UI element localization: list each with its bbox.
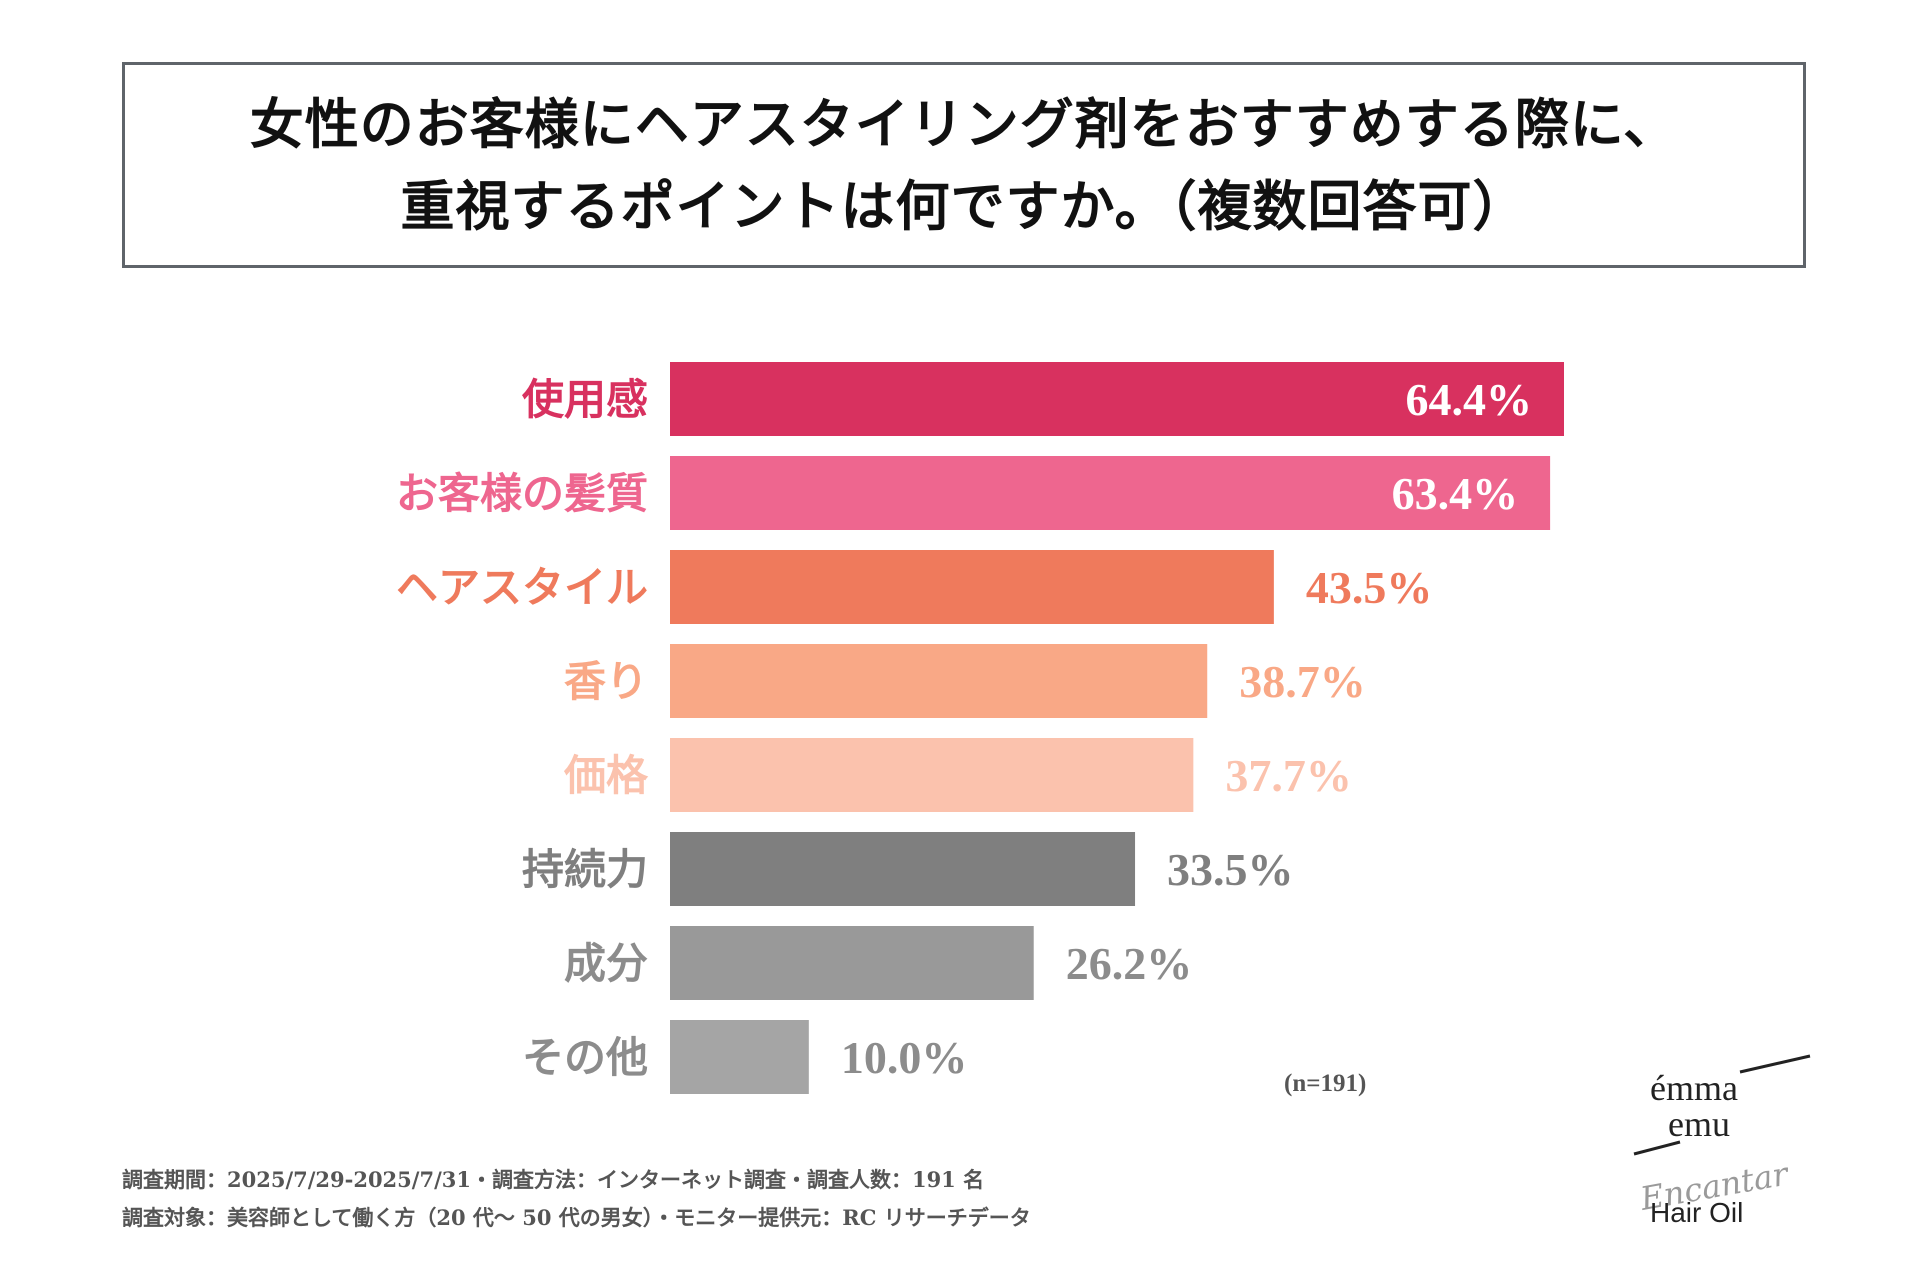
bar-chart: 使用感 64.4% お客様の髪質 63.4% ヘアスタイル 43.5% 香り 38.7% 価格 3… [396,362,1564,1097]
value-label-0: 64.4% [1406,374,1533,425]
brand-logo: émma emu Encantar Hair Oil [1633,1054,1811,1228]
value-label-3: 38.7% [1239,656,1366,707]
chart-title-box: 女性のお客様にヘアスタイリング剤をおすすめする際に、 重視するポイントは何ですか… [122,62,1806,268]
category-label-2: ヘアスタイル [396,563,648,612]
chart-title-line-1: 女性のお客様にヘアスタイリング剤をおすすめする際に、 [249,92,1679,156]
sample-size-note: (n=191) [1284,1070,1366,1097]
logo-emu: emu [1668,1104,1730,1144]
logo-hair-oil: Hair Oil [1650,1197,1743,1228]
bar-7 [670,1020,809,1094]
logo-stroke-bottom [1633,1140,1681,1156]
category-label-1: お客様の髪質 [396,469,648,518]
value-label-5: 33.5% [1167,844,1294,895]
bar-3 [670,644,1208,718]
category-label-5: 持続力 [522,845,648,894]
bar-6 [670,926,1034,1000]
bar-4 [670,738,1194,812]
logo-stroke-top [1739,1054,1811,1074]
category-label-6: 成分 [564,939,648,988]
value-label-1: 63.4% [1392,468,1519,519]
bar-0 [670,362,1564,436]
category-label-3: 香り [564,657,648,706]
bar-1 [670,456,1551,530]
value-label-7: 10.0% [841,1032,968,1083]
value-label-2: 43.5% [1306,562,1433,613]
logo-emma: émma [1650,1068,1738,1108]
category-label-0: 使用感 [522,375,648,424]
value-label-4: 37.7% [1225,750,1352,801]
category-label-7: その他 [522,1033,648,1082]
chart-title-line-2: 重視するポイントは何ですか。（複数回答可） [400,174,1528,238]
bar-5 [670,832,1136,906]
category-label-4: 価格 [563,751,649,800]
bar-2 [670,550,1274,624]
value-label-6: 26.2% [1066,938,1193,989]
survey-note-period: 調査期間：2025/7/29-2025/7/31・調査方法：インターネット調査・… [122,1167,985,1192]
survey-note-target: 調査対象：美容師として働く方（20 代～ 50 代の男女）・モニター提供元：RC… [122,1205,1031,1230]
